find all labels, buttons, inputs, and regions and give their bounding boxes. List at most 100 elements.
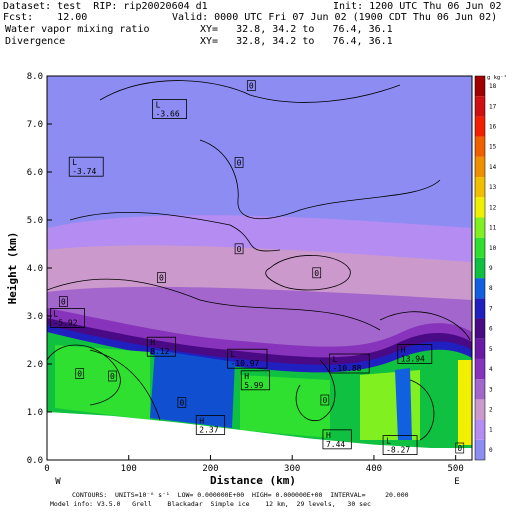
- x-tick-label-5: 500: [448, 464, 464, 474]
- zero-label-8: 0: [177, 397, 187, 408]
- colorbar-swatch-14: [475, 156, 485, 178]
- svg-text:0: 0: [159, 274, 164, 283]
- zero-label-1: 0: [234, 157, 244, 168]
- colorbar-swatch-7: [475, 298, 485, 319]
- colorbar-swatch-6: [475, 318, 485, 339]
- extremum-10: L-8.27: [382, 435, 418, 456]
- zero-label-6: 0: [75, 368, 85, 379]
- extremum-6: H2.37: [195, 415, 226, 435]
- extremum-value: -3.74: [72, 167, 96, 176]
- zero-label-0: 0: [246, 80, 256, 91]
- extremum-type: H: [401, 345, 406, 354]
- x-tick-label-3: 300: [284, 464, 300, 474]
- colorbar-swatch-16: [475, 116, 485, 137]
- extremum-value: 7.44: [326, 440, 345, 449]
- extremum-4: L-10.97: [227, 348, 268, 369]
- extremum-value: 8.12: [150, 347, 169, 356]
- colorbar-swatch-17: [475, 96, 485, 117]
- terrain: [47, 412, 472, 460]
- x-tick-label-4: 400: [366, 464, 382, 474]
- extremum-5: H5.99: [240, 370, 271, 391]
- svg-text:0: 0: [237, 245, 242, 254]
- east-label: E: [454, 477, 459, 487]
- extremum-type: L: [386, 437, 391, 446]
- extremum-type: L: [53, 309, 58, 318]
- field1-name: Water vapor mixing ratio: [5, 24, 150, 35]
- y-tick-label-2: 2.0: [27, 360, 43, 370]
- extremum-value: 2.37: [199, 425, 218, 434]
- zero-label-10: 0: [455, 442, 465, 454]
- colorbar-tick-13: 13: [489, 184, 497, 191]
- x-axis: 0 100 200 300 400 500: [44, 455, 464, 474]
- contours-info: CONTOURS: UNITS=10⁻⁶ s⁻¹ LOW= 0.000000E+…: [72, 491, 409, 499]
- svg-text:0: 0: [61, 298, 66, 307]
- y-tick-label-5: 5.0: [27, 216, 43, 226]
- svg-text:0: 0: [314, 269, 319, 278]
- colorbar-tick-11: 11: [489, 225, 497, 232]
- colorbar-tick-1: 1: [489, 427, 493, 434]
- field2-name: Divergence: [5, 36, 66, 47]
- zero-label-2: 0: [234, 243, 244, 255]
- colorbar-tick-6: 6: [489, 326, 493, 333]
- y-tick-label-3: 3.0: [27, 312, 43, 322]
- extremum-9: H7.44: [322, 429, 352, 450]
- colorbar-tick-9: 9: [489, 265, 493, 272]
- colorbar-tick-16: 16: [489, 124, 497, 131]
- colorbar-tick-15: 15: [489, 144, 497, 151]
- colorbar-tick-14: 14: [489, 164, 497, 171]
- extremum-1: L-3.74: [68, 156, 104, 177]
- colorbar-tick-2: 2: [489, 407, 493, 414]
- colorbar-swatch-11: [475, 217, 485, 238]
- extremum-value: -3.66: [156, 110, 180, 119]
- extremum-type: H: [199, 416, 204, 425]
- moisture-field: [47, 76, 472, 460]
- extremum-type: L: [156, 101, 161, 110]
- colorbar-tick-17: 17: [489, 103, 497, 110]
- colorbar-swatch-3: [475, 379, 485, 400]
- extremum-8: H13.94: [397, 343, 433, 364]
- colorbar-tick-3: 3: [489, 386, 493, 393]
- extremum-2: L-5.92: [50, 307, 85, 328]
- colorbar-tick-7: 7: [489, 305, 493, 312]
- extremum-value: -10.97: [230, 359, 259, 368]
- extremum-value: 13.94: [401, 354, 425, 363]
- svg-text:0: 0: [77, 370, 82, 379]
- svg-text:0: 0: [322, 396, 327, 405]
- fcst-line: Fcst: 12.00: [3, 12, 88, 23]
- colorbar-swatch-15: [475, 136, 485, 157]
- colorbar-swatch-2: [475, 399, 485, 420]
- y-tick-label-6: 6.0: [27, 168, 43, 178]
- y-axis-label: Height (km): [6, 232, 19, 305]
- field1-xy: XY= 32.8, 34.2 to 76.4, 36.1: [200, 24, 393, 35]
- svg-text:0: 0: [237, 158, 242, 167]
- extremum-type: H: [150, 338, 155, 347]
- colorbar-tick-18: 18: [489, 83, 497, 90]
- colorbar-swatch-18: [475, 76, 485, 97]
- colorbar-swatch-4: [475, 358, 485, 380]
- x-axis-label: Distance (km): [210, 474, 296, 487]
- svg-text:0: 0: [110, 372, 115, 381]
- zero-label-9: 0: [320, 394, 330, 406]
- colorbar-swatch-1: [475, 419, 485, 440]
- colorbar-unit: g kg⁻¹: [487, 74, 507, 81]
- extremum-type: L: [333, 355, 338, 364]
- extremum-0: L-3.66: [152, 99, 187, 119]
- extremum-value: 5.99: [244, 381, 263, 390]
- x-tick-label-2: 200: [202, 464, 218, 474]
- valid-line: Valid: 0000 UTC Fri 07 Jun 02 (1900 CDT …: [172, 12, 498, 23]
- init-line: Init: 1200 UTC Thu 06 Jun 02: [333, 1, 502, 12]
- extremum-7: L-10.88: [329, 353, 370, 374]
- colorbar-swatch-13: [475, 177, 485, 198]
- extremum-3: H8.12: [146, 336, 177, 357]
- extremum-type: H: [244, 372, 249, 381]
- extremum-type: L: [230, 350, 235, 359]
- extremum-value: -5.92: [53, 318, 77, 327]
- divergence-contours: [47, 80, 471, 441]
- zero-label-4: 0: [157, 272, 166, 283]
- zero-label-5: 0: [58, 296, 68, 307]
- y-tick-label-0: 0.0: [27, 456, 43, 466]
- model-info: Model info: V3.5.0 Grell Blackadar Simpl…: [50, 500, 371, 508]
